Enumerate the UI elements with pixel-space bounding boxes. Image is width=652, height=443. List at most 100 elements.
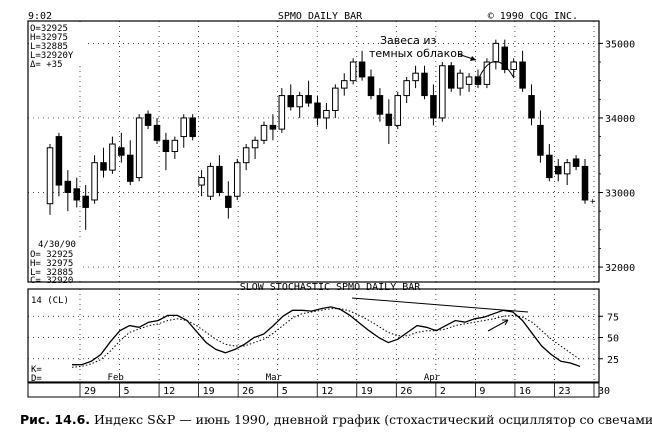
x-tick-label: 12 [163,386,175,397]
candle-body-black [118,147,125,156]
candle [225,181,232,219]
candle [554,158,562,182]
candle-body-black [216,165,223,194]
candle [135,114,143,182]
candle [118,132,125,163]
candle-body-black [528,95,535,119]
candle [456,69,464,96]
annotation-line2: темных облаков [369,47,464,60]
x-tick-label: 5 [124,386,130,397]
candle [233,158,241,200]
candle [385,99,393,145]
x-tick-label: 26 [242,386,254,397]
candle [563,158,571,186]
readout-last: L=32920Y [30,51,74,61]
candlestick-series: + [46,39,596,230]
price-grid [28,21,599,282]
candle-body-white [340,80,348,89]
candle [465,73,473,92]
candle [296,91,303,118]
price-tick-label: 34000 [605,114,635,125]
month-label: Mar [266,373,283,383]
header-title: SPMO DAILY BAR [278,11,363,22]
candle-body-black [501,46,509,70]
candle [162,132,170,171]
stochastic-series [71,306,581,368]
candle [64,170,72,212]
candle-body-black [55,136,63,186]
stochastic-title: SLOW STOCHASTIC SPMO DAILY BAR [240,282,422,293]
candle-body-white [349,61,357,82]
candle-body-white [260,124,268,141]
candle [109,136,116,174]
candle [171,136,179,159]
candle-body-white [198,177,205,186]
candle-body-white [563,162,571,175]
readout-delta: Δ= +35 [30,60,63,70]
candle-body-black [314,102,321,119]
stochastic-k-line [72,306,581,368]
month-label: Feb [108,373,124,383]
candle-body-black [144,113,152,126]
caption-label: Рис. 14.6. [20,412,91,427]
candle-body-white [207,165,214,197]
last-price-marker: + [590,197,596,207]
readout-bottom-close: C= 32920 [30,276,73,286]
candle-body-black [269,124,277,130]
candle [153,117,161,145]
candle-body-white [251,139,259,149]
candle [55,132,63,197]
x-tick-label: 19 [361,386,373,397]
candle-body-white [332,87,339,111]
candle-body-white [135,117,143,179]
candle-body-white [46,147,54,205]
candle [278,88,286,133]
candle-body-white [91,162,98,201]
candle [394,91,402,130]
figure-caption: Рис. 14.6. Индекс S&P — июнь 1990, дневн… [20,412,652,427]
chart-header: 9:02 SPMO DAILY BAR © 1990 CQG INC. [28,11,578,22]
candle [367,69,375,100]
candle-body-black [189,117,196,138]
x-tick-label: 9 [479,386,485,397]
candle [260,121,268,145]
candle [358,50,366,81]
candle-body-black [287,95,295,108]
candle-body-white [412,72,419,82]
candle-body-black [376,95,384,115]
candle [242,144,250,171]
candle-body-black [581,165,589,201]
readout-high: H=32975 [30,33,68,43]
candle-body-black [421,72,428,97]
annotation-dark-cloud: Завеса из темных облаков [369,34,515,81]
stochastic-period: 14 (CL) [31,296,69,306]
candle [510,58,517,77]
candle [537,110,544,163]
candle [581,158,589,204]
x-tick-label: 19 [203,386,215,397]
annotation-arrow-head [470,56,476,61]
candle-body-black [162,139,170,152]
candle-body-black [519,61,526,89]
candle [572,155,580,171]
stochastic-tick-label: 25 [607,355,619,366]
x-tick-label: 30 [598,386,610,397]
candle [198,170,205,197]
readout-bottom-high: H= 32975 [30,259,73,269]
candle-body-black [430,95,437,119]
candle-body-black [546,154,553,179]
candle [287,84,295,111]
candle [251,136,259,159]
x-tick-label: 29 [84,386,96,397]
candle-body-black [537,124,544,156]
candle-body-white [323,109,330,119]
candle [269,114,277,141]
candle [519,50,526,92]
candle [314,95,321,126]
caption-text: Индекс S&P — июнь 1990, дневной график (… [94,412,652,427]
candle [180,114,188,148]
x-tick-label: 12 [321,386,333,397]
candle [430,84,437,126]
